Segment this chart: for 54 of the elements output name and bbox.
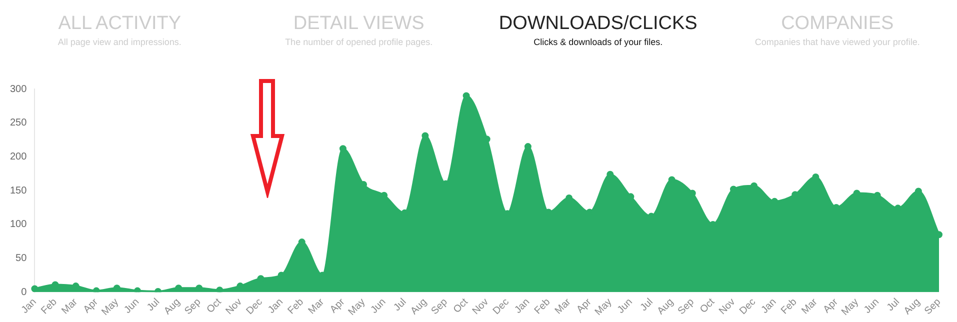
x-tick-label: Apr (574, 296, 594, 316)
x-tick-label: Dec (491, 296, 512, 318)
x-tick-label: Feb (532, 296, 553, 317)
x-tick-label: Sep (182, 296, 204, 318)
y-tick-label: 100 (10, 219, 28, 230)
x-tick-label: Aug (656, 296, 676, 318)
x-tick-label: Jul (145, 296, 162, 314)
x-tick-label: Dec (738, 296, 758, 318)
x-tick-label: Jun (862, 296, 882, 316)
y-tick-label: 150 (10, 185, 28, 196)
x-tick-label: Aug (902, 296, 923, 318)
x-tick-label: Feb (39, 296, 60, 317)
x-tick-label: Mar (60, 296, 80, 317)
x-tick-label: Dec (244, 296, 265, 318)
x-tick-label: Apr (328, 296, 348, 316)
x-tick-label: Jun (122, 296, 142, 316)
x-tick-label: Nov (224, 296, 244, 318)
x-tick-label: Jan (20, 296, 39, 316)
x-tick-label: Feb (286, 296, 306, 317)
x-tick-label: Mar (306, 296, 327, 317)
x-tick-label: Sep (922, 296, 944, 318)
x-tick-label: Oct (204, 296, 224, 316)
x-tick-label: Sep (676, 296, 697, 318)
y-tick-label: 300 (10, 84, 28, 95)
x-tick-label: Aug (162, 296, 183, 318)
x-tick-label: Apr (82, 296, 101, 316)
x-tick-label: Aug (408, 296, 430, 318)
x-tick-label: May (593, 296, 614, 318)
x-tick-label: May (346, 296, 368, 318)
y-tick-label: 0 (21, 286, 28, 298)
x-tick-label: Oct (698, 296, 718, 316)
x-tick-label: Jun (368, 296, 388, 316)
x-tick-label: Jul (638, 296, 656, 314)
x-tick-label: Jun (616, 296, 635, 316)
x-tick-label: Sep (429, 296, 450, 318)
x-tick-label: Jan (266, 296, 286, 316)
y-tick-label: 50 (16, 253, 28, 264)
chart-subtitle: Clicks & downloads of your files. (532, 36, 664, 48)
x-tick-label: Apr (822, 296, 841, 316)
x-tick-label: Mar (800, 296, 820, 317)
x-tick-label: Nov (470, 296, 491, 318)
y-tick-label: 250 (10, 118, 28, 129)
x-tick-label: Jan (512, 296, 532, 316)
x-tick-label: Nov (717, 296, 738, 318)
x-tick-label: May (100, 296, 121, 318)
x-tick-label: Jan (759, 296, 779, 316)
y-tick-label: 200 (10, 151, 28, 162)
x-tick-label: Jul (392, 296, 409, 314)
x-tick-label: Jul (885, 296, 902, 314)
x-tick-label: Mar (553, 296, 574, 317)
x-tick-label: Oct (452, 296, 471, 316)
x-tick-label: May (840, 296, 861, 318)
x-tick-label: Feb (779, 296, 800, 317)
chart-title: DOWNLOADS/CLICKS (498, 12, 698, 36)
